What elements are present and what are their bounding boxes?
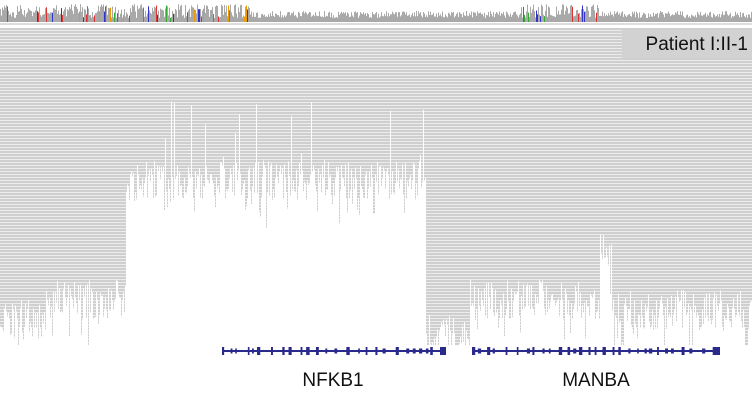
exon bbox=[527, 349, 530, 354]
exon bbox=[419, 349, 422, 354]
exon bbox=[396, 347, 399, 355]
exon bbox=[426, 349, 429, 354]
exon bbox=[603, 347, 606, 355]
exon bbox=[325, 349, 327, 354]
exon bbox=[366, 347, 368, 355]
exon bbox=[493, 349, 495, 354]
exon bbox=[306, 347, 309, 355]
exon bbox=[257, 347, 260, 355]
exon bbox=[628, 349, 630, 354]
exon bbox=[375, 347, 377, 355]
exon bbox=[282, 347, 284, 355]
exon bbox=[506, 347, 508, 355]
exon bbox=[573, 349, 576, 354]
exon bbox=[478, 349, 481, 354]
exon bbox=[682, 347, 685, 355]
exon bbox=[649, 349, 652, 354]
exon bbox=[665, 349, 668, 354]
exon bbox=[430, 347, 433, 355]
exon bbox=[559, 347, 562, 355]
exon bbox=[702, 349, 705, 354]
exon bbox=[671, 349, 674, 354]
sample-label: Patient I:II-1 bbox=[646, 34, 748, 55]
exon bbox=[289, 347, 292, 355]
exon bbox=[271, 347, 273, 355]
exon bbox=[334, 349, 337, 354]
exon bbox=[487, 347, 490, 355]
exon bbox=[235, 349, 237, 354]
exon bbox=[645, 349, 647, 354]
exon bbox=[346, 347, 349, 355]
exon bbox=[440, 347, 446, 355]
alignment-reads bbox=[0, 28, 752, 346]
exon bbox=[657, 347, 659, 355]
exon bbox=[532, 347, 534, 355]
exon bbox=[252, 349, 254, 354]
exon bbox=[231, 349, 233, 354]
exon bbox=[358, 349, 360, 354]
exon bbox=[406, 349, 409, 354]
exon bbox=[613, 347, 615, 355]
exon bbox=[618, 347, 620, 355]
exon bbox=[595, 347, 597, 355]
exon bbox=[413, 349, 416, 354]
exon bbox=[588, 347, 590, 355]
exon bbox=[383, 349, 386, 354]
exon bbox=[316, 347, 319, 355]
gene-label: NFKB1 bbox=[302, 370, 363, 391]
exon bbox=[637, 349, 639, 354]
exon bbox=[579, 347, 582, 355]
exon bbox=[549, 349, 551, 354]
exon bbox=[248, 347, 250, 355]
igv-view: Patient I:II-1 NFKB1 MANBA bbox=[0, 0, 752, 394]
exon bbox=[301, 347, 303, 355]
exon bbox=[542, 349, 544, 354]
exon bbox=[222, 347, 224, 355]
exon bbox=[689, 349, 692, 354]
exon bbox=[714, 347, 720, 355]
exon bbox=[517, 347, 519, 355]
exon bbox=[472, 347, 475, 355]
exon bbox=[568, 347, 571, 355]
gene-label: MANBA bbox=[562, 370, 630, 391]
